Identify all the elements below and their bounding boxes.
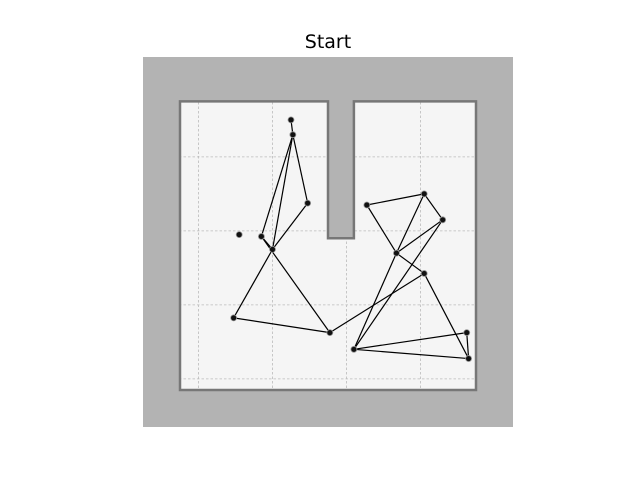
graph-node xyxy=(350,345,358,353)
graph-edge xyxy=(353,332,467,350)
graph-edge xyxy=(271,134,294,250)
graph-node xyxy=(287,116,295,124)
graph-node xyxy=(304,199,312,207)
graph-edge xyxy=(353,252,397,350)
graph-edge xyxy=(396,219,444,254)
graph-edges xyxy=(233,119,470,360)
graph-edge xyxy=(366,193,425,206)
graph-node xyxy=(363,201,371,209)
graph-node xyxy=(463,329,471,337)
graph-node xyxy=(235,231,243,239)
graph-edge xyxy=(260,134,294,237)
graph-nodes xyxy=(230,116,473,362)
graph-node xyxy=(393,249,400,257)
graph-node xyxy=(230,314,238,322)
graph-edge xyxy=(396,252,425,274)
room-wall xyxy=(178,100,478,392)
graph-node xyxy=(420,270,428,277)
graph-node xyxy=(326,329,334,337)
graph-node xyxy=(439,216,447,224)
graph-node xyxy=(289,131,297,139)
graph-edge xyxy=(353,348,469,360)
graph-node xyxy=(257,233,265,240)
graph-edge xyxy=(353,219,444,350)
graph-edge xyxy=(233,249,274,319)
graph-node xyxy=(269,245,276,253)
graph-edge xyxy=(233,317,330,334)
room-floor xyxy=(180,101,476,391)
graph-edge xyxy=(466,332,470,359)
graph-edge xyxy=(366,204,397,254)
graph-edge xyxy=(292,134,309,204)
graph-edge xyxy=(329,272,425,334)
graph-edge xyxy=(423,273,470,359)
graph-edge xyxy=(423,193,444,221)
graph-edge xyxy=(272,202,309,250)
graph-node xyxy=(465,355,473,362)
chart-title: Start xyxy=(305,31,351,53)
graph-edge xyxy=(395,193,425,254)
graph-node xyxy=(420,190,428,198)
